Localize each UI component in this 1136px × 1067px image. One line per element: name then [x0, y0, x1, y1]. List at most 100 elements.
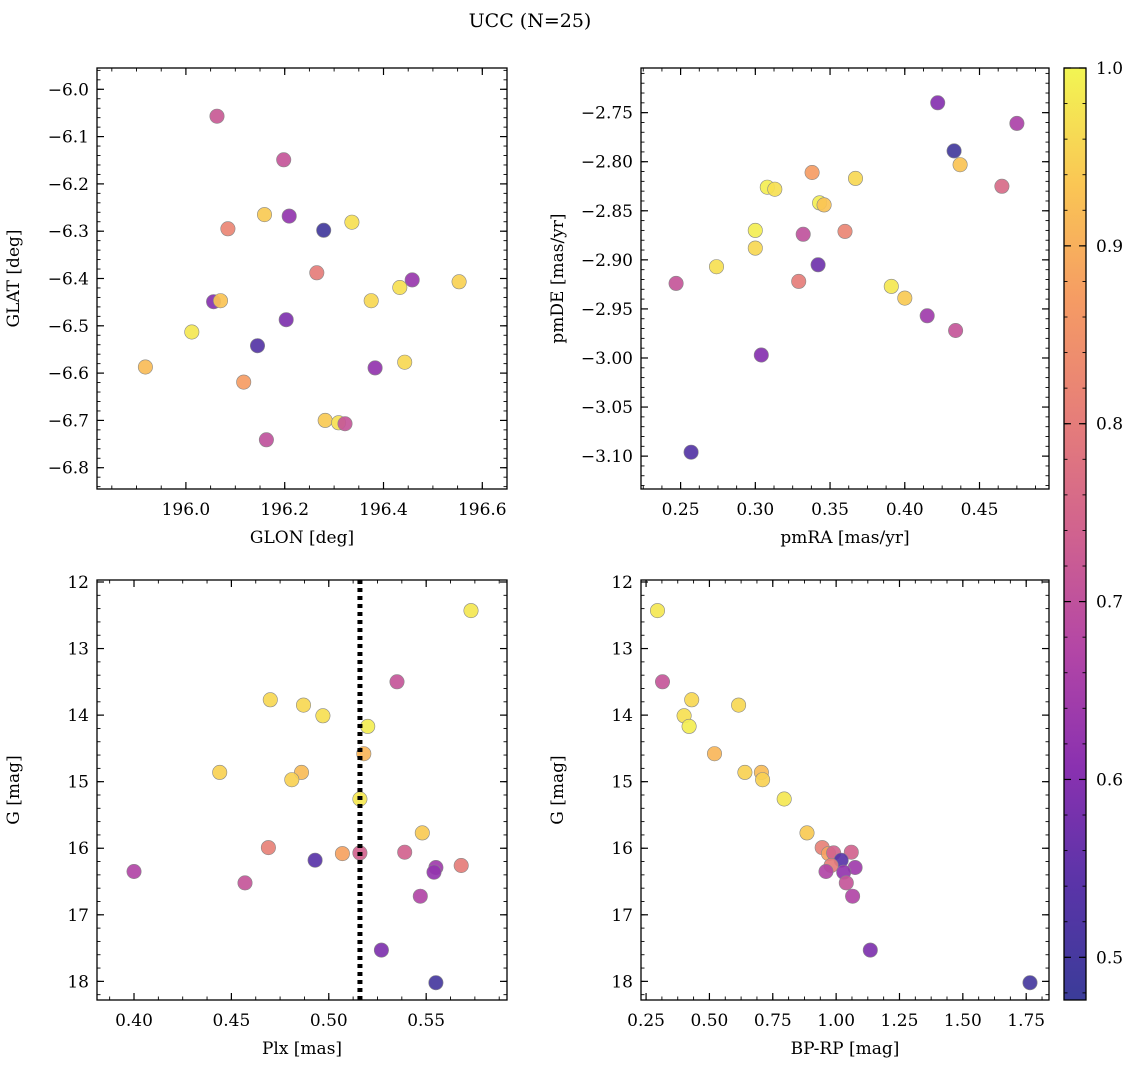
scatter-point	[683, 444, 699, 460]
x-tick-label: 196.2	[260, 500, 309, 520]
colorbar-tick-label: 0.6	[1096, 770, 1123, 790]
scatter-point	[209, 108, 225, 124]
scatter-point	[389, 674, 405, 690]
scatter-point	[847, 170, 863, 186]
x-tick-label: 0.30	[736, 500, 774, 520]
y-tick-label: −2.95	[581, 300, 633, 320]
ticks-bprp-g: 0.25 0.50 0.75 1.00 1.25 1.50 1.75 12 13 14 15 16 17…	[611, 573, 1049, 1031]
scatter-point	[278, 312, 294, 328]
x-tick-label: 0.45	[212, 1011, 250, 1031]
scatter-point	[250, 338, 266, 354]
axes-frame-plx-g	[96, 579, 508, 1001]
scatter-point	[795, 226, 811, 242]
x-tick-label: 196.0	[162, 500, 211, 520]
x-axis-label-bprp: BP-RP [mag]	[791, 1039, 900, 1059]
scatter-point	[284, 772, 300, 788]
y-axis-label-pmde: pmDE [mas/yr]	[548, 213, 568, 343]
scatter-point	[946, 143, 962, 159]
scatter-point	[804, 165, 820, 181]
y-tick-label: −6.1	[48, 128, 89, 148]
y-tick-label: −6.3	[48, 222, 89, 242]
y-tick-label: −2.85	[581, 202, 633, 222]
y-tick-label: 16	[67, 839, 89, 859]
y-tick-label: −6.8	[48, 459, 89, 479]
scatter-point	[883, 278, 899, 294]
y-tick-label: 14	[611, 706, 633, 726]
scatter-point	[237, 875, 253, 891]
scatter-point	[315, 708, 331, 724]
scatter-point	[799, 825, 815, 841]
scatter-point	[838, 875, 854, 891]
scatter-point	[948, 322, 964, 338]
ticks-glon-glat: 196.0 196.2 196.4 196.6 −6.0 −6.1 −6.2 −6.3 −6.4…	[48, 68, 508, 520]
scatter-point	[262, 692, 278, 708]
colorbar-ticks: 0.5 0.6 0.7 0.8 0.9 1.0	[1064, 59, 1123, 994]
colorbar-tick-label: 0.9	[1096, 237, 1123, 257]
scatter-point	[737, 764, 753, 780]
scatter-point	[1009, 115, 1025, 131]
y-tick-label: 15	[67, 773, 89, 793]
scatter-point	[426, 864, 442, 880]
x-tick-label: 0.40	[886, 500, 924, 520]
scatter-point	[747, 222, 763, 238]
panel-plx-g: 0.40 0.45 0.50 0.55 12 13 14 15 16 17 18 Plx [mas]…	[4, 573, 508, 1059]
colorbar: 0.5 0.6 0.7 0.8 0.9 1.0	[1063, 59, 1123, 1001]
y-tick-label: 14	[67, 706, 89, 726]
axes-frame-pmra-pmde	[640, 67, 1050, 490]
scatter-point	[668, 275, 684, 291]
scatter-points-glon-glat	[137, 108, 467, 448]
figure-title: UCC (N=25)	[469, 10, 592, 32]
scatter-point	[684, 692, 700, 708]
x-tick-label: 1.00	[817, 1011, 855, 1031]
scatter-point	[276, 152, 292, 168]
scatter-points-pmra-pmde	[668, 95, 1025, 460]
axes-frame-bprp-g	[640, 579, 1050, 1001]
y-tick-label: 17	[67, 906, 89, 926]
y-tick-label: −2.80	[581, 153, 633, 173]
x-tick-label: 196.4	[359, 500, 408, 520]
scatter-point	[126, 863, 142, 879]
scatter-point	[337, 416, 353, 432]
scatter-point	[930, 95, 946, 111]
x-axis-label-plx: Plx [mas]	[262, 1039, 342, 1059]
y-tick-label: 15	[611, 773, 633, 793]
scatter-point	[897, 290, 913, 306]
scatter-points-bprp-g	[649, 603, 1038, 991]
colorbar-tick-label: 0.5	[1096, 948, 1123, 968]
y-axis-label-glat: GLAT [deg]	[4, 229, 24, 327]
scatter-point	[776, 791, 792, 807]
scatter-point	[706, 746, 722, 762]
y-tick-label: 13	[67, 640, 89, 660]
scatter-point	[952, 157, 968, 173]
ticks-pmra-pmde: 0.25 0.30 0.35 0.40 0.45 −2.75 −2.80 −2.85 −2.90…	[581, 68, 1049, 520]
panel-bprp-g: 0.25 0.50 0.75 1.00 1.25 1.50 1.75 12 13 14 15 16 17…	[548, 573, 1050, 1059]
scatter-point	[137, 359, 153, 375]
y-tick-label: −6.6	[48, 364, 89, 384]
scatter-point	[451, 274, 467, 290]
scatter-point	[649, 603, 665, 619]
y-tick-label: −2.75	[581, 104, 633, 124]
scatter-point	[392, 279, 408, 295]
scatter-point	[258, 432, 274, 448]
scatter-point	[220, 221, 236, 237]
scatter-point	[281, 208, 297, 224]
scatter-point	[184, 324, 200, 340]
x-tick-label: 0.50	[310, 1011, 348, 1031]
scatter-point	[360, 718, 376, 734]
scatter-points-plx-g	[126, 603, 479, 991]
colorbar-gradient	[1063, 67, 1087, 1001]
scatter-point	[731, 697, 747, 713]
ticks-plx-g: 0.40 0.45 0.50 0.55 12 13 14 15 16 17 18	[67, 573, 507, 1031]
scatter-point	[307, 852, 323, 868]
y-tick-label: 18	[611, 972, 633, 992]
y-tick-label: −2.90	[581, 251, 633, 271]
panel-glon-glat: 196.0 196.2 196.4 196.6 −6.0 −6.1 −6.2 −6.3 −6.4…	[4, 67, 508, 548]
axes-frame-glon-glat	[96, 67, 508, 490]
scatter-point	[919, 308, 935, 324]
scatter-point	[810, 257, 826, 273]
x-tick-label: 0.50	[690, 1011, 728, 1031]
scatter-point	[1022, 975, 1038, 991]
scatter-point	[404, 272, 420, 288]
scatter-point	[845, 888, 861, 904]
